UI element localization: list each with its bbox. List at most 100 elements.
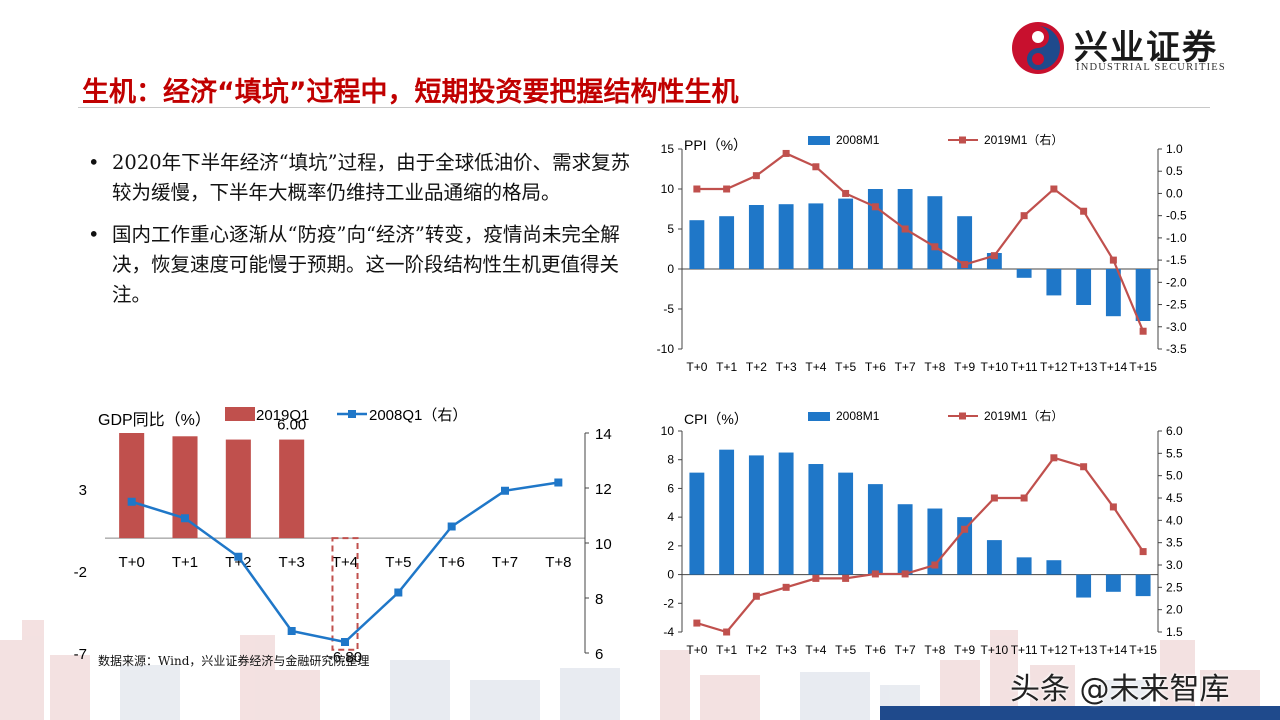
x-tick-label: T+14 bbox=[1100, 643, 1128, 657]
logo-emblem-icon bbox=[1012, 22, 1064, 74]
x-tick-label: T+10 bbox=[981, 643, 1009, 657]
right-tick-label: 5.5 bbox=[1166, 446, 1183, 460]
right-tick-label: 3.5 bbox=[1166, 536, 1183, 550]
left-tick-label: -10 bbox=[657, 342, 675, 356]
right-tick-label: 0.0 bbox=[1166, 186, 1183, 200]
x-tick-label: T+3 bbox=[776, 643, 797, 657]
x-tick-label: T+1 bbox=[716, 360, 737, 374]
data-label: 6.00 bbox=[277, 417, 306, 434]
line-point bbox=[752, 172, 760, 180]
x-tick-label: T+6 bbox=[439, 554, 465, 571]
bar bbox=[957, 517, 973, 575]
line-point bbox=[127, 497, 136, 506]
line-point bbox=[901, 570, 909, 578]
chart-title: GDP同比（%） bbox=[98, 411, 211, 429]
x-tick-label: T+7 bbox=[895, 643, 916, 657]
line-point bbox=[1139, 548, 1147, 556]
right-tick-label: 3.0 bbox=[1166, 558, 1183, 572]
right-tick-label: 6.0 bbox=[1166, 424, 1183, 438]
left-tick-label: -4 bbox=[663, 625, 674, 639]
bar bbox=[748, 205, 764, 269]
line-point bbox=[1050, 185, 1058, 193]
line-point bbox=[1020, 494, 1028, 502]
right-tick-label: -2.5 bbox=[1166, 298, 1187, 312]
legend-label: 2019Q1 bbox=[256, 407, 309, 424]
x-tick-label: T+6 bbox=[865, 360, 886, 374]
x-tick-label: T+1 bbox=[716, 643, 737, 657]
line-point bbox=[961, 261, 969, 269]
left-tick-label: -7 bbox=[74, 646, 87, 663]
x-tick-label: T+13 bbox=[1070, 360, 1098, 374]
x-tick-label: T+7 bbox=[492, 554, 518, 571]
bar bbox=[808, 203, 824, 269]
right-tick-label: -3.0 bbox=[1166, 320, 1187, 334]
legend-swatch-bar bbox=[808, 412, 830, 421]
bar bbox=[1135, 269, 1151, 321]
line-point bbox=[394, 588, 403, 597]
left-tick-label: 15 bbox=[661, 142, 675, 156]
x-tick-label: T+12 bbox=[1040, 360, 1068, 374]
bar bbox=[172, 436, 198, 539]
bar bbox=[927, 196, 943, 269]
legend-label: 2008Q1（右） bbox=[369, 407, 467, 424]
line-point bbox=[1020, 212, 1028, 220]
data-source-note: 数据来源：Wind，兴业证券经济与金融研究院整理 bbox=[98, 654, 370, 668]
right-tick-label: 8 bbox=[595, 591, 603, 608]
bar-outline bbox=[331, 537, 359, 651]
line-point bbox=[447, 522, 456, 531]
legend-swatch-marker bbox=[959, 412, 966, 420]
bar bbox=[867, 484, 883, 575]
bullet-list: • 2020年下半年经济“填坑”过程，由于全球低油价、需求复苏较为缓慢，下半年大概… bbox=[88, 148, 633, 322]
line-point bbox=[1080, 463, 1088, 471]
line-point bbox=[961, 525, 969, 533]
bullet-text: 国内工作重心逐渐从“防疫”向“经济”转变，疫情尚未完全解决，恢复速度可能慢于预期… bbox=[112, 223, 620, 306]
line-point bbox=[752, 592, 760, 600]
x-tick-label: T+2 bbox=[746, 360, 767, 374]
bar bbox=[778, 452, 794, 575]
right-tick-label: 5.0 bbox=[1166, 469, 1183, 483]
right-tick-label: 2.5 bbox=[1166, 580, 1183, 594]
x-tick-label: T+11 bbox=[1011, 643, 1038, 657]
legend-swatch-marker bbox=[348, 410, 356, 418]
bar bbox=[119, 433, 145, 539]
bar bbox=[838, 472, 854, 575]
line-point bbox=[782, 583, 790, 591]
right-tick-label: -2.0 bbox=[1166, 275, 1187, 289]
line-point bbox=[341, 638, 349, 646]
bar bbox=[748, 455, 764, 575]
bar bbox=[1046, 560, 1062, 575]
bar bbox=[225, 439, 251, 539]
line-point bbox=[842, 189, 850, 197]
line-point bbox=[1080, 207, 1088, 215]
right-tick-label: -0.5 bbox=[1166, 209, 1187, 223]
x-tick-label: T+5 bbox=[835, 360, 856, 374]
chart-title: CPI（%） bbox=[684, 411, 748, 427]
bar bbox=[867, 189, 883, 269]
bar bbox=[986, 540, 1002, 575]
x-tick-label: T+15 bbox=[1129, 360, 1157, 374]
bar bbox=[778, 204, 794, 269]
x-tick-label: T+8 bbox=[924, 643, 945, 657]
bullet-text: 2020年下半年经济“填坑”过程，由于全球低油价、需求复苏较为缓慢，下半年大概率… bbox=[112, 151, 631, 204]
line-point bbox=[990, 252, 998, 260]
x-tick-label: T+8 bbox=[924, 360, 945, 374]
bar bbox=[1135, 574, 1151, 597]
legend-label: 2008M1 bbox=[836, 409, 880, 423]
left-tick-label: 4 bbox=[667, 510, 674, 524]
right-tick-label: -1.0 bbox=[1166, 231, 1187, 245]
company-logo: 兴业证券 INDUSTRIAL SECURITIES bbox=[1010, 18, 1270, 78]
bullet-item: • 2020年下半年经济“填坑”过程，由于全球低油价、需求复苏较为缓慢，下半年大概… bbox=[88, 151, 631, 204]
x-tick-label: T+5 bbox=[835, 643, 856, 657]
x-tick-label: T+6 bbox=[865, 643, 886, 657]
bar bbox=[808, 464, 824, 575]
legend-swatch-bar bbox=[225, 407, 255, 421]
x-tick-label: T+12 bbox=[1040, 643, 1068, 657]
line-point bbox=[931, 243, 939, 251]
line-point bbox=[693, 185, 701, 193]
bar bbox=[719, 216, 735, 269]
x-tick-label: T+8 bbox=[545, 554, 571, 571]
bar bbox=[957, 216, 973, 269]
x-tick-label: T+15 bbox=[1129, 643, 1157, 657]
bar bbox=[1076, 269, 1092, 305]
watermark: 头条 @未来智库 bbox=[1010, 672, 1230, 707]
